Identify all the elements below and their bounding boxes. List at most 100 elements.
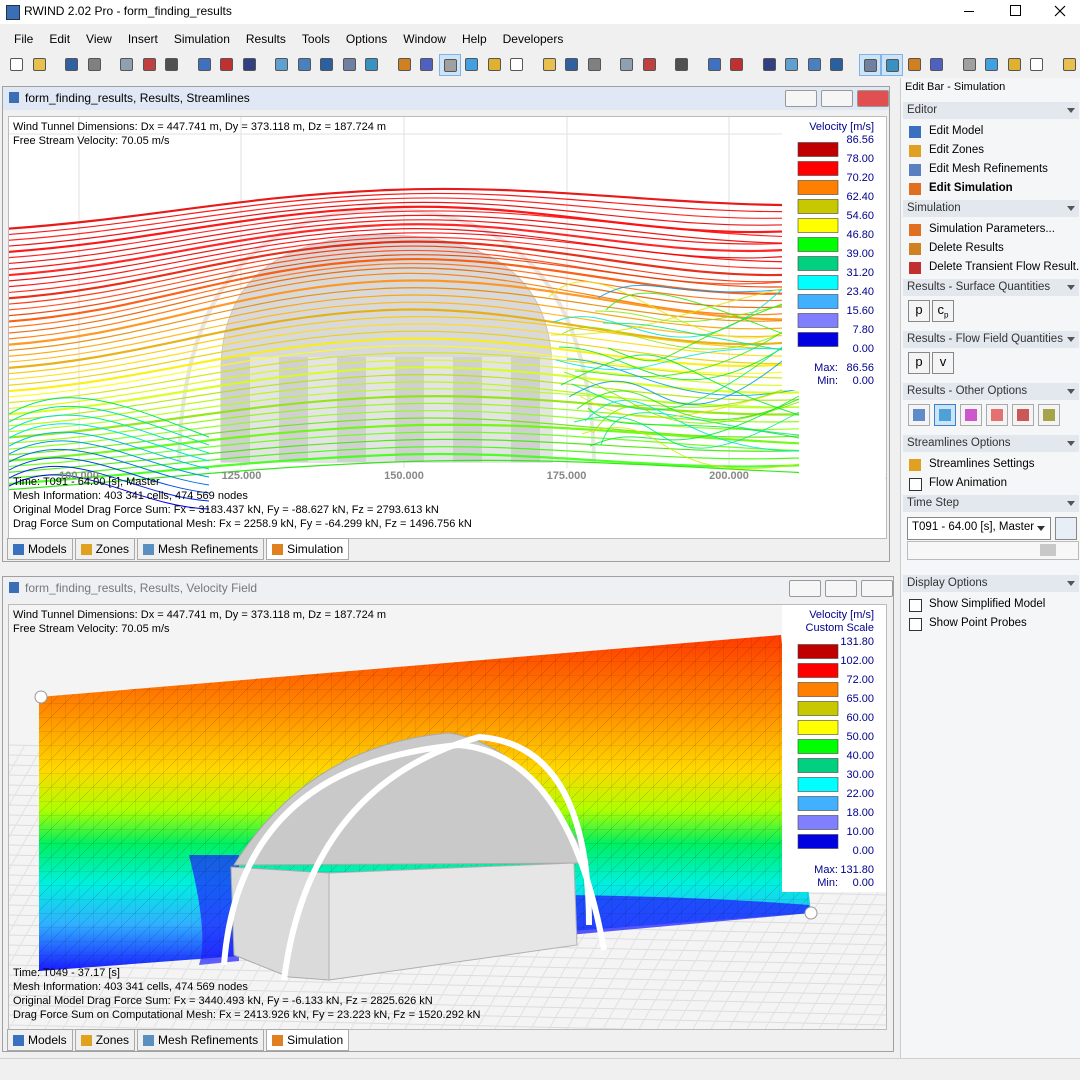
window-restore[interactable] <box>821 90 853 107</box>
toolbar-button[interactable] <box>981 54 1001 74</box>
toolbar-button[interactable] <box>61 54 81 74</box>
edit-bar-item[interactable]: Edit Model <box>907 123 1079 141</box>
window-close[interactable] <box>861 580 893 597</box>
toolbar-button[interactable] <box>904 54 924 74</box>
toolbar-button[interactable] <box>506 54 526 74</box>
minimize-button[interactable] <box>964 11 974 12</box>
toolbar-button[interactable] <box>781 54 801 74</box>
edit-bar-item[interactable]: Streamlines Settings <box>907 456 1079 474</box>
option-button[interactable] <box>908 404 930 426</box>
window-close[interactable] <box>857 90 889 107</box>
toolbar-button[interactable] <box>804 54 824 74</box>
menu-item[interactable]: Options <box>345 32 388 46</box>
option-button[interactable] <box>934 404 956 426</box>
edit-bar-item[interactable]: Edit Simulation <box>907 180 1079 198</box>
checkbox-row[interactable]: Flow Animation <box>907 475 1079 493</box>
menu-item[interactable]: Edit <box>49 32 71 46</box>
time-step-dropdown[interactable]: T091 - 64.00 [s], Master <box>907 517 1051 540</box>
quantity-button[interactable]: v <box>932 352 954 374</box>
toolbar-button[interactable] <box>484 54 504 74</box>
option-button[interactable] <box>1038 404 1060 426</box>
edit-bar-item[interactable]: Delete Results <box>907 240 1079 258</box>
toolbar-button[interactable] <box>271 54 291 74</box>
section-header[interactable]: Time Step <box>903 495 1079 512</box>
quantity-button[interactable]: p <box>908 300 930 322</box>
toolbar-button[interactable] <box>139 54 159 74</box>
option-button[interactable] <box>960 404 982 426</box>
menu-item[interactable]: Results <box>245 32 286 46</box>
checkbox-row[interactable]: Show Simplified Model <box>907 596 1079 614</box>
toolbar-button[interactable] <box>539 54 559 74</box>
quantity-button[interactable]: p <box>908 352 930 374</box>
toolbar-button[interactable] <box>616 54 636 74</box>
section-header[interactable]: Display Options <box>903 575 1079 592</box>
toolbar-button[interactable] <box>216 54 236 74</box>
toolbar-button[interactable] <box>416 54 436 74</box>
time-step-button[interactable] <box>1055 517 1077 540</box>
tab[interactable]: Models <box>7 1029 73 1051</box>
section-header[interactable]: Results - Flow Field Quantities <box>903 331 1079 348</box>
tab[interactable]: Simulation <box>266 1029 350 1051</box>
toolbar-button[interactable] <box>84 54 104 74</box>
tab[interactable]: Zones <box>74 538 136 560</box>
checkbox-row[interactable]: Show Point Probes <box>907 615 1079 633</box>
toolbar-button[interactable] <box>461 54 481 74</box>
toolbar-button[interactable] <box>826 54 846 74</box>
toolbar-button[interactable] <box>959 54 979 74</box>
close-button[interactable] <box>1054 5 1066 17</box>
toolbar-button[interactable] <box>339 54 359 74</box>
toolbar-button[interactable] <box>1026 54 1046 74</box>
section-header[interactable]: Results - Surface Quantities <box>903 279 1079 296</box>
menu-item[interactable]: Window <box>403 32 446 46</box>
toolbar-button[interactable] <box>759 54 779 74</box>
window-minimize[interactable] <box>785 90 817 107</box>
toolbar-button[interactable] <box>726 54 746 74</box>
toolbar-button[interactable] <box>881 54 903 76</box>
toolbar-button[interactable] <box>394 54 414 74</box>
menu-item[interactable]: Insert <box>127 32 158 46</box>
toolbar-button[interactable] <box>294 54 314 74</box>
menu-item[interactable]: Simulation <box>173 32 230 46</box>
toolbar-button[interactable] <box>858 54 881 76</box>
tab[interactable]: Mesh Refinements <box>137 538 265 560</box>
toolbar-button[interactable] <box>584 54 604 74</box>
quantity-button[interactable]: cp <box>932 300 954 322</box>
toolbar-button[interactable] <box>639 54 659 74</box>
tab[interactable]: Mesh Refinements <box>137 1029 265 1051</box>
toolbar-button[interactable] <box>239 54 259 74</box>
edit-bar-item[interactable]: Edit Zones <box>907 142 1079 160</box>
toolbar-button[interactable] <box>29 54 49 74</box>
toolbar-button[interactable] <box>704 54 724 74</box>
tab[interactable]: Models <box>7 538 73 560</box>
menu-item[interactable]: Developers <box>502 32 564 46</box>
toolbar-button[interactable] <box>116 54 136 74</box>
toolbar-button[interactable] <box>161 54 181 74</box>
edit-bar-item[interactable]: Simulation Parameters... <box>907 221 1079 239</box>
tab[interactable]: Zones <box>74 1029 136 1051</box>
toolbar-button[interactable] <box>361 54 381 74</box>
edit-bar-item[interactable]: Edit Mesh Refinements <box>907 161 1079 179</box>
maximize-button[interactable] <box>1010 5 1021 16</box>
toolbar-button[interactable] <box>438 54 461 76</box>
menu-item[interactable]: View <box>86 32 112 46</box>
option-button[interactable] <box>986 404 1008 426</box>
toolbar-button[interactable] <box>1004 54 1024 74</box>
menu-item[interactable]: Tools <box>301 32 330 46</box>
menu-item[interactable]: Help <box>461 32 487 46</box>
toolbar-button[interactable] <box>6 54 26 74</box>
section-header[interactable]: Streamlines Options <box>903 435 1079 452</box>
edit-bar-item[interactable]: Delete Transient Flow Result... <box>907 259 1080 277</box>
toolbar-button[interactable] <box>316 54 336 74</box>
window-minimize[interactable] <box>789 580 821 597</box>
option-button[interactable] <box>1012 404 1034 426</box>
section-header[interactable]: Editor <box>903 102 1079 119</box>
toolbar-button[interactable] <box>1059 54 1079 74</box>
tab[interactable]: Simulation <box>266 538 350 560</box>
window-restore[interactable] <box>825 580 857 597</box>
menu-item[interactable]: File <box>14 32 34 46</box>
toolbar-button[interactable] <box>671 54 691 74</box>
section-header[interactable]: Simulation <box>903 200 1079 217</box>
toolbar-button[interactable] <box>561 54 581 74</box>
toolbar-button[interactable] <box>194 54 214 74</box>
toolbar-button[interactable] <box>926 54 946 74</box>
